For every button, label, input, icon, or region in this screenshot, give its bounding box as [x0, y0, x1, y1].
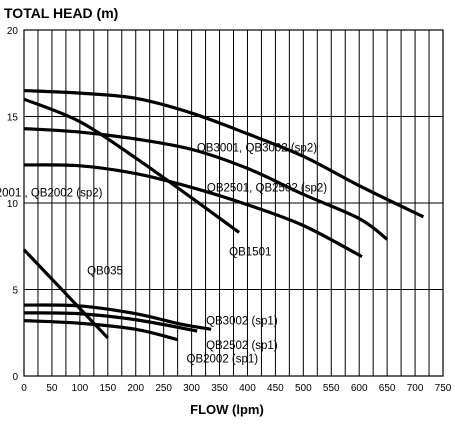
x-tick-label: 50	[46, 383, 58, 394]
x-tick-label: 200	[127, 383, 144, 394]
x-tick-label: 0	[21, 383, 27, 394]
curve-labels: QB3001, QB3002 (sp2) QB2501, QB2502 (sp2)…	[0, 143, 327, 366]
series-line-qb2502-sp1	[23, 311, 198, 333]
x-tick-label: 650	[379, 383, 396, 394]
series-line-qb3002-sp1	[23, 303, 212, 331]
curve-label: QB3002 (sp1)	[206, 316, 278, 328]
x-tick-label: 150	[99, 383, 116, 394]
curve-label: QB1501	[229, 246, 271, 258]
x-tick-labels: 0 50 100 150 200 250 300 350 400 450 500 550 600 650 7…	[21, 383, 452, 394]
x-tick-label: 100	[72, 383, 89, 394]
series-line-qb2002-sp1	[23, 319, 179, 342]
series-line-qb2501-qb2502-sp2	[23, 127, 389, 241]
curve-label: QB2501, QB2502 (sp2)	[207, 182, 327, 194]
grid	[24, 30, 443, 376]
curve-label: QB2001 , QB2002 (sp2)	[0, 188, 103, 200]
x-tick-label: 300	[183, 383, 200, 394]
series-line-qb1501	[23, 97, 241, 234]
y-axis-title: TOTAL HEAD (m)	[4, 5, 118, 21]
x-tick-label: 550	[323, 383, 340, 394]
x-axis-title: FLOW (lpm)	[190, 402, 264, 417]
plot-frame	[23, 29, 444, 377]
x-tick-label: 750	[435, 383, 452, 394]
series-curves	[22, 88, 425, 342]
curve-label: QB2002 (sp1)	[187, 354, 259, 366]
y-tick-label: 10	[7, 199, 19, 210]
x-tick-label: 450	[267, 383, 284, 394]
curve-label: QB2502 (sp1)	[206, 340, 278, 352]
y-tick-label: 0	[12, 372, 18, 383]
y-tick-label: 15	[7, 113, 19, 124]
x-tick-label: 250	[155, 383, 172, 394]
x-tick-label: 700	[407, 383, 424, 394]
series-line-qb3001-qb3002-sp2	[23, 88, 425, 219]
x-tick-label: 400	[239, 383, 256, 394]
x-tick-label: 600	[351, 383, 368, 394]
y-tick-label: 20	[7, 26, 19, 37]
series-line-qb2001-qb2002-sp2	[23, 163, 363, 259]
x-tick-label: 350	[211, 383, 228, 394]
curve-label: QB3001, QB3002 (sp2)	[197, 143, 317, 155]
curve-label: QB035	[87, 265, 123, 277]
x-tick-label: 500	[295, 383, 312, 394]
y-tick-labels: 0 5 10 15 20	[7, 26, 19, 383]
y-tick-label: 5	[12, 286, 18, 297]
